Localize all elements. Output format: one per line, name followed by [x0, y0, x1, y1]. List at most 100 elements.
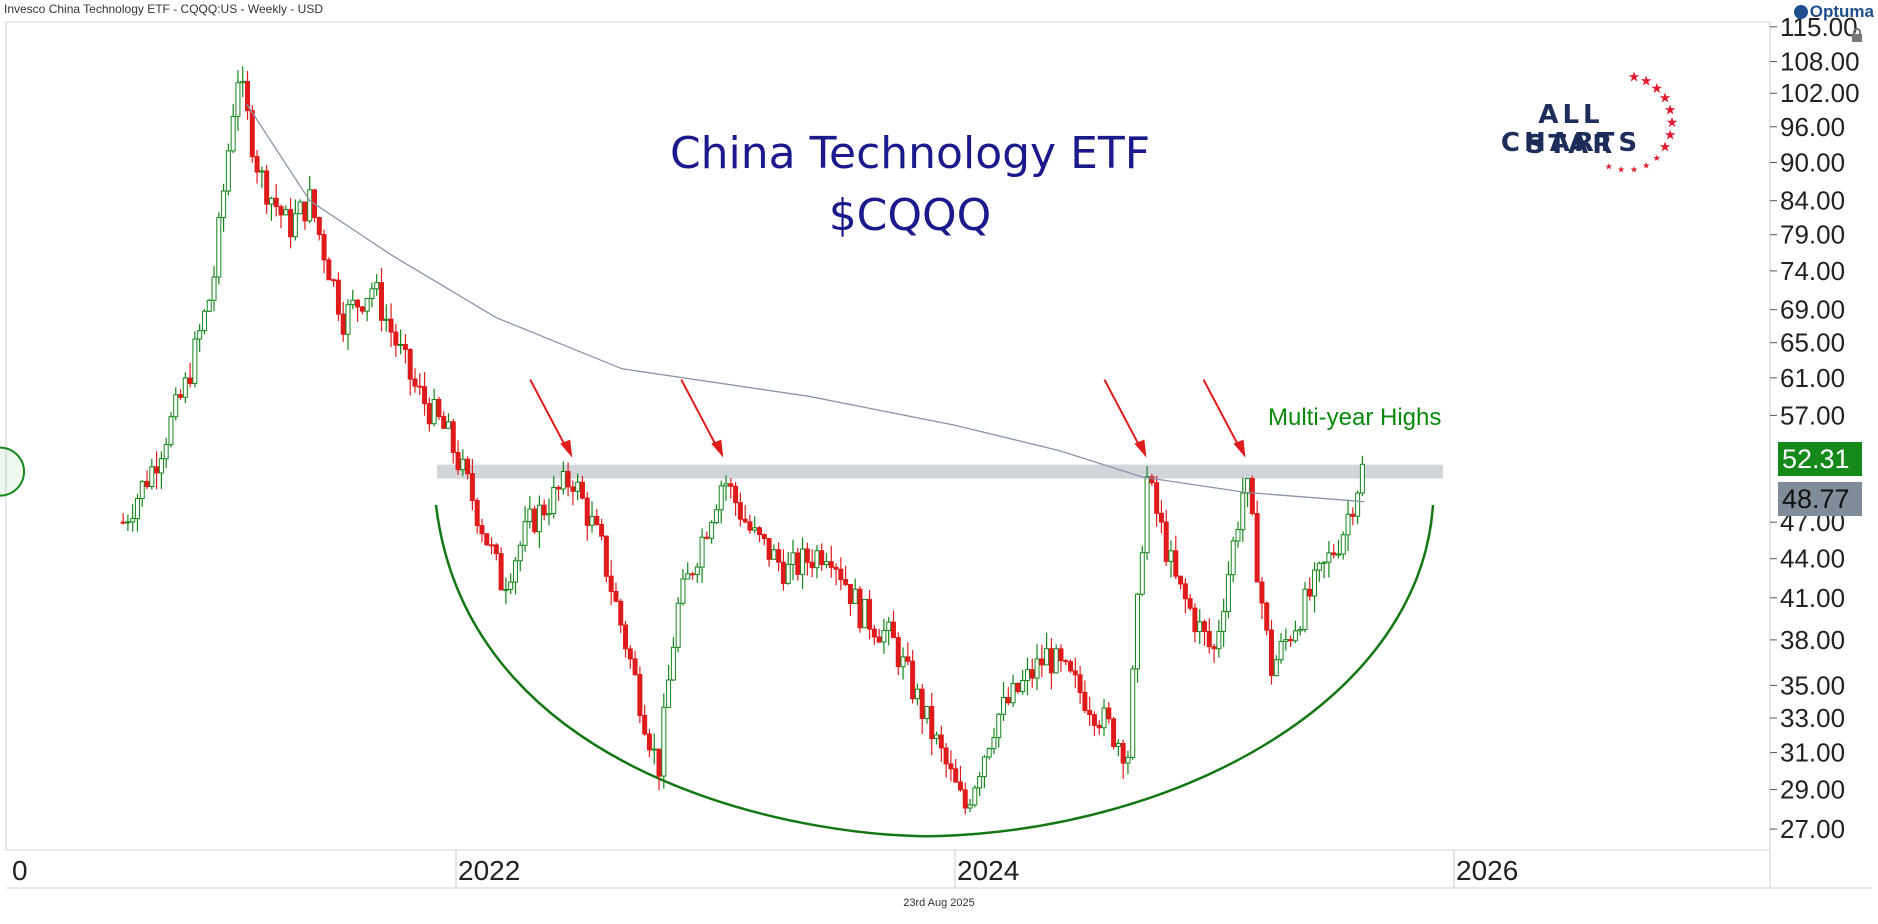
- candle: [967, 798, 973, 813]
- candle-body: [1211, 646, 1217, 650]
- candle: [283, 205, 289, 216]
- candle-body: [1249, 477, 1255, 515]
- candle-body: [876, 636, 882, 643]
- candle: [1005, 687, 1011, 706]
- candles: [120, 66, 1365, 815]
- candle: [1096, 720, 1102, 735]
- candle: [1283, 628, 1289, 651]
- candle-body: [1206, 630, 1212, 648]
- candle-body: [130, 518, 136, 523]
- candle: [235, 70, 241, 131]
- candle-body: [661, 706, 667, 777]
- candle-body: [967, 804, 973, 809]
- candle-body: [1345, 513, 1351, 536]
- candle-body: [623, 624, 629, 650]
- candle-body: [1048, 648, 1054, 674]
- candle-body: [469, 473, 475, 502]
- candle: [460, 449, 466, 477]
- candle: [584, 491, 590, 541]
- candle-body: [388, 318, 394, 333]
- candle-body: [340, 313, 346, 335]
- candle-body: [168, 416, 174, 446]
- candle-body: [235, 82, 241, 117]
- candle: [469, 459, 475, 511]
- candle: [996, 712, 1002, 748]
- candle: [393, 323, 399, 357]
- candle-body: [1149, 476, 1155, 484]
- candle-body: [800, 548, 806, 575]
- candle: [503, 577, 509, 605]
- candle-body: [761, 533, 767, 540]
- candle: [455, 440, 461, 475]
- y-tick-label: 84.00: [1780, 186, 1845, 216]
- candle-body: [249, 110, 255, 158]
- candle-body: [139, 480, 145, 499]
- candle: [1273, 655, 1279, 677]
- candle: [981, 755, 987, 789]
- candle-body: [556, 486, 562, 490]
- candle-body: [843, 579, 849, 586]
- candle-body: [1326, 552, 1332, 563]
- candle-body: [680, 578, 686, 604]
- candle: [302, 201, 308, 230]
- candle: [498, 547, 504, 591]
- candle: [972, 785, 978, 808]
- candle: [1235, 521, 1241, 548]
- candle: [441, 411, 447, 429]
- candle: [1149, 474, 1155, 486]
- chart-title: China Technology ETF: [669, 128, 1151, 179]
- candle-body: [1245, 477, 1251, 494]
- candle-body: [163, 444, 169, 460]
- candle: [158, 451, 164, 490]
- candle: [675, 597, 681, 653]
- candle-body: [364, 297, 370, 312]
- candle: [1082, 680, 1088, 714]
- candle-body: [1273, 659, 1279, 677]
- candle: [278, 204, 284, 229]
- candle-body: [297, 201, 303, 215]
- candle: [881, 618, 887, 654]
- candle: [1135, 592, 1141, 683]
- candle: [1010, 674, 1016, 707]
- candle: [670, 637, 676, 682]
- candle-body: [1173, 550, 1179, 577]
- y-tick-label: 108.00: [1780, 47, 1860, 77]
- candle-body: [1292, 630, 1298, 642]
- candle: [948, 750, 954, 782]
- candle-body: [972, 787, 978, 806]
- candle-body: [819, 550, 825, 566]
- candle-body: [699, 536, 705, 568]
- candle: [1139, 545, 1145, 597]
- candle: [1321, 561, 1327, 579]
- candle-body: [776, 549, 782, 563]
- arrow-head: [1233, 439, 1246, 458]
- candle: [1144, 466, 1150, 560]
- chart-subtitle: $CQQQ: [828, 190, 992, 241]
- candle: [378, 267, 384, 332]
- candle-body: [1168, 550, 1174, 562]
- candle: [646, 729, 652, 758]
- y-tick-label: 65.00: [1780, 328, 1845, 358]
- lock-icon[interactable]: [1850, 28, 1864, 42]
- candle: [422, 372, 428, 416]
- candle: [355, 298, 361, 322]
- multi-year-highs-annotation: Multi-year Highs: [1268, 404, 1442, 431]
- candle-body: [747, 521, 753, 531]
- candle-body: [1312, 569, 1318, 597]
- candle-body: [321, 234, 327, 261]
- candle-body: [407, 348, 413, 380]
- candle-body: [1359, 463, 1365, 494]
- candle-body: [288, 209, 294, 238]
- candle-body: [742, 518, 748, 523]
- candle: [1187, 593, 1193, 611]
- last-price-label: 52.31: [1778, 442, 1862, 476]
- candle-body: [1010, 682, 1016, 704]
- candle-body: [977, 776, 983, 789]
- candle: [144, 470, 150, 490]
- candle-body: [417, 385, 423, 388]
- candle-body: [211, 276, 217, 301]
- candle: [1221, 598, 1227, 647]
- candle: [814, 545, 820, 579]
- candle: [517, 541, 523, 572]
- candle-body: [517, 544, 523, 562]
